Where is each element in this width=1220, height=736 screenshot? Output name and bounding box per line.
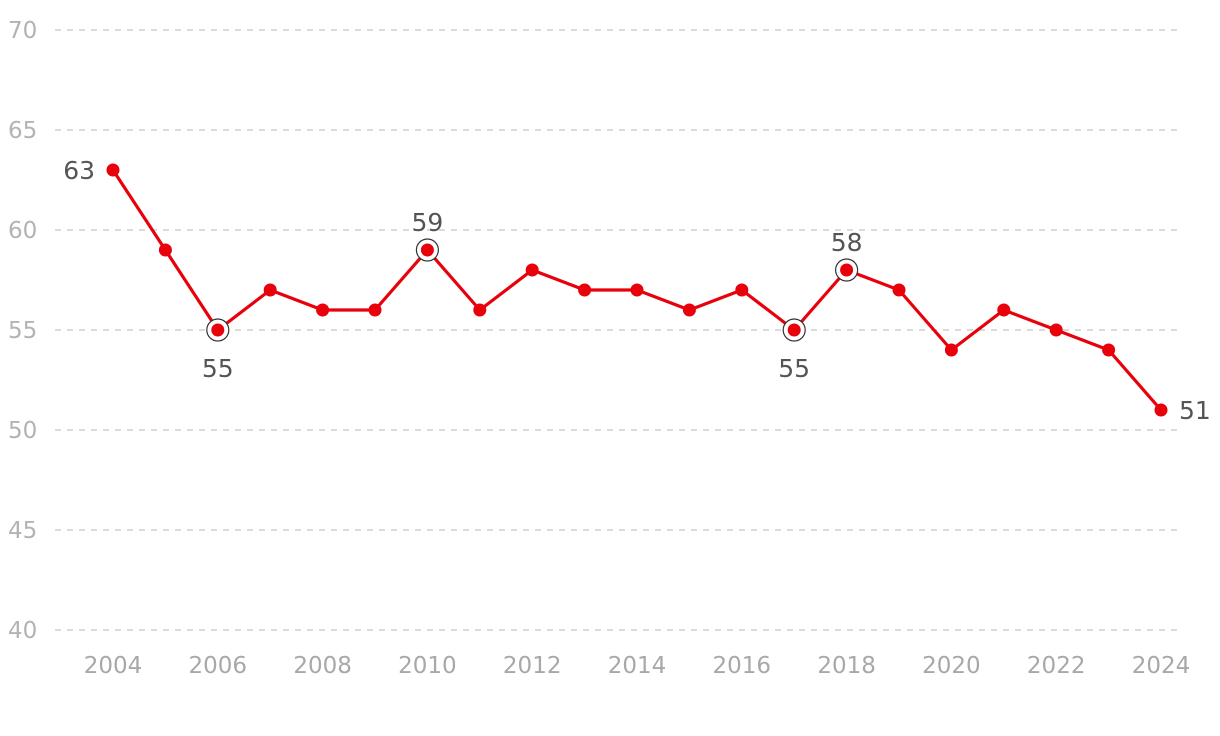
- data-point: [892, 283, 906, 297]
- y-tick-label: 50: [8, 418, 37, 444]
- y-axis-tick-labels: 40 45 50 55 60 65 70: [8, 18, 37, 644]
- data-point: [158, 243, 172, 257]
- data-point: [578, 283, 592, 297]
- x-tick-label: 2004: [84, 653, 143, 679]
- data-point: [1049, 323, 1063, 337]
- data-label: 55: [202, 354, 234, 383]
- data-point: [944, 343, 958, 357]
- data-point: [211, 323, 225, 337]
- highlight-rings: [206, 238, 859, 342]
- data-label: 55: [778, 354, 810, 383]
- data-point: [997, 303, 1011, 317]
- x-tick-label: 2020: [922, 653, 981, 679]
- x-tick-label: 2008: [293, 653, 352, 679]
- data-points: [106, 163, 1168, 417]
- data-point: [368, 303, 382, 317]
- data-point: [1102, 343, 1116, 357]
- y-tick-label: 60: [8, 218, 37, 244]
- y-tick-label: 45: [8, 518, 37, 544]
- data-label: 63: [63, 156, 95, 185]
- data-point: [1154, 403, 1168, 417]
- x-tick-label: 2010: [398, 653, 457, 679]
- x-tick-label: 2024: [1132, 653, 1191, 679]
- x-tick-label: 2018: [817, 653, 876, 679]
- data-point: [263, 283, 277, 297]
- data-point: [787, 323, 801, 337]
- x-tick-label: 2006: [189, 653, 248, 679]
- data-point: [106, 163, 120, 177]
- data-point: [420, 243, 434, 257]
- x-tick-label: 2014: [608, 653, 667, 679]
- data-labels: 63 55 59 55 58 51: [63, 156, 1211, 425]
- y-tick-label: 40: [8, 618, 37, 644]
- data-label: 58: [831, 228, 863, 257]
- x-tick-label: 2022: [1027, 653, 1086, 679]
- data-point: [840, 263, 854, 277]
- data-point: [630, 283, 644, 297]
- x-tick-label: 2012: [503, 653, 562, 679]
- data-label: 51: [1179, 396, 1211, 425]
- data-point: [735, 283, 749, 297]
- data-point: [682, 303, 696, 317]
- data-label: 59: [411, 208, 443, 237]
- y-tick-label: 55: [8, 318, 37, 344]
- data-point: [525, 263, 539, 277]
- data-point: [473, 303, 487, 317]
- y-tick-label: 70: [8, 18, 37, 44]
- y-tick-label: 65: [8, 118, 37, 144]
- x-tick-label: 2016: [713, 653, 772, 679]
- x-axis-tick-labels: 2004 2006 2008 2010 2012 2014 2016 2018 2020 2022…: [84, 653, 1191, 679]
- data-point: [316, 303, 330, 317]
